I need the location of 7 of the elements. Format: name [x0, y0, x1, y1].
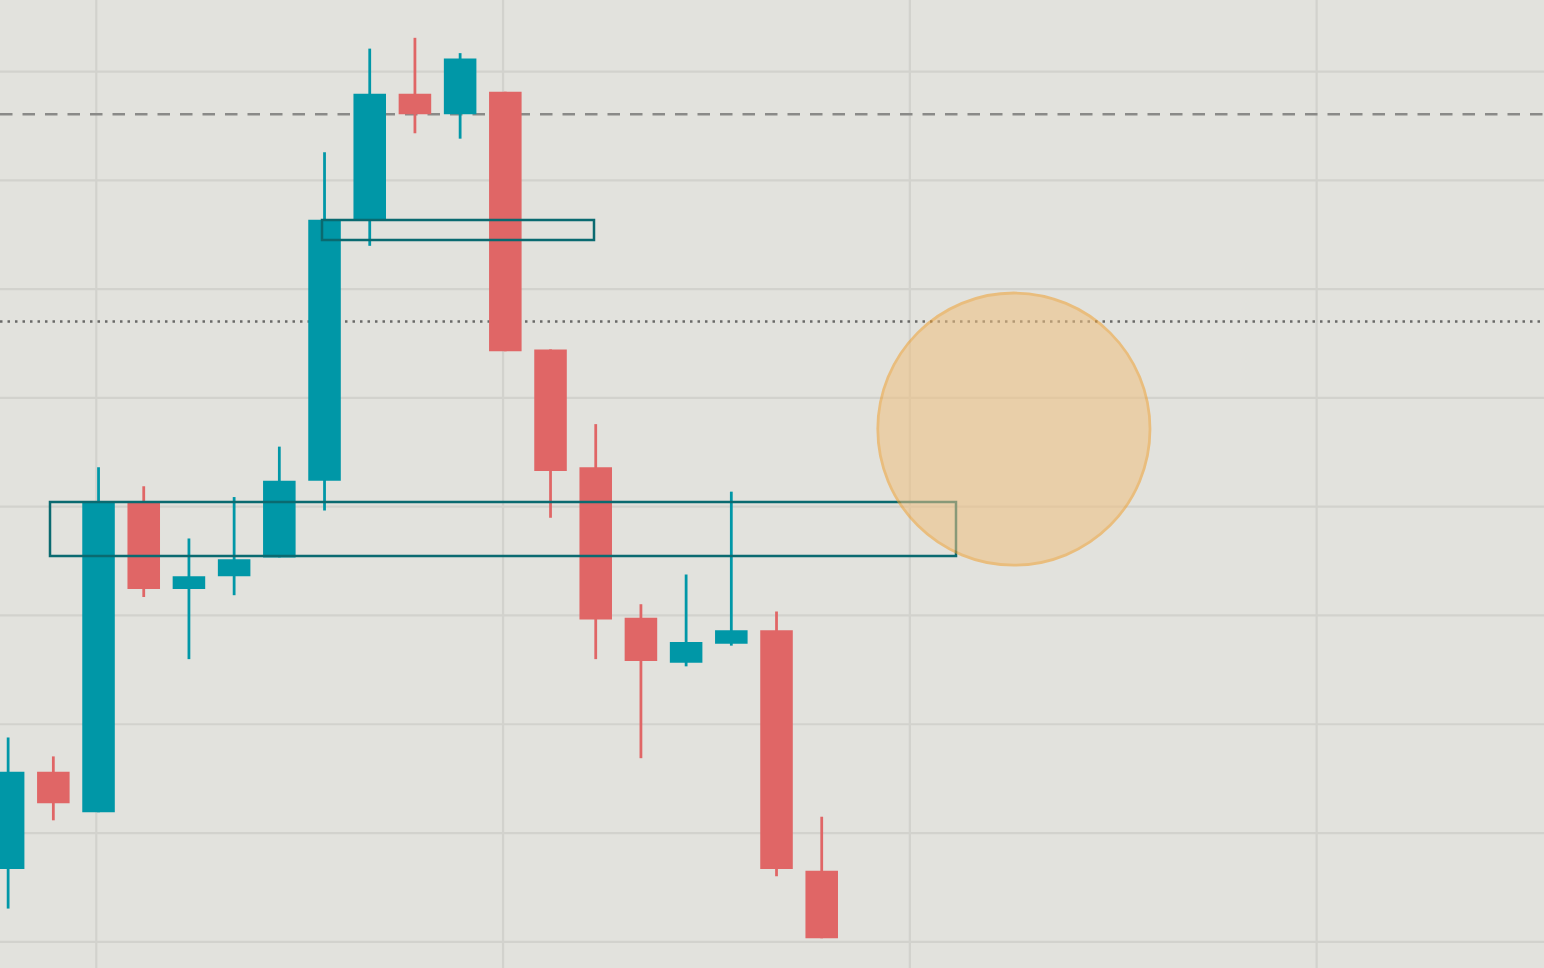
candlestick — [172, 537, 206, 661]
candlestick — [217, 495, 251, 597]
candlestick — [669, 573, 703, 668]
candlestick — [624, 602, 658, 760]
candlestick — [398, 36, 432, 135]
candlestick — [37, 755, 70, 822]
candlestick — [715, 490, 748, 648]
